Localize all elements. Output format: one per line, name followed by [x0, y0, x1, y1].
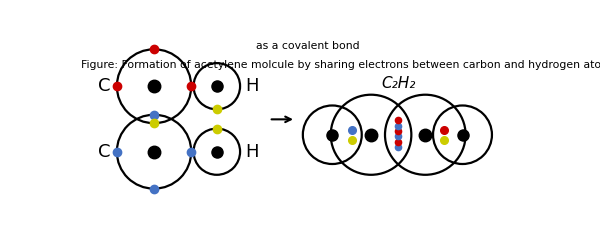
Text: as a covalent bond: as a covalent bond	[256, 41, 359, 51]
Text: Figure: Formation of acetylene molcule by sharing electrons between carbon and h: Figure: Formation of acetylene molcule b…	[81, 60, 600, 70]
Text: C₂H₂: C₂H₂	[381, 76, 415, 91]
Text: C: C	[98, 143, 111, 161]
Text: H: H	[245, 77, 259, 95]
Text: H: H	[245, 143, 259, 161]
Text: C: C	[98, 77, 111, 95]
